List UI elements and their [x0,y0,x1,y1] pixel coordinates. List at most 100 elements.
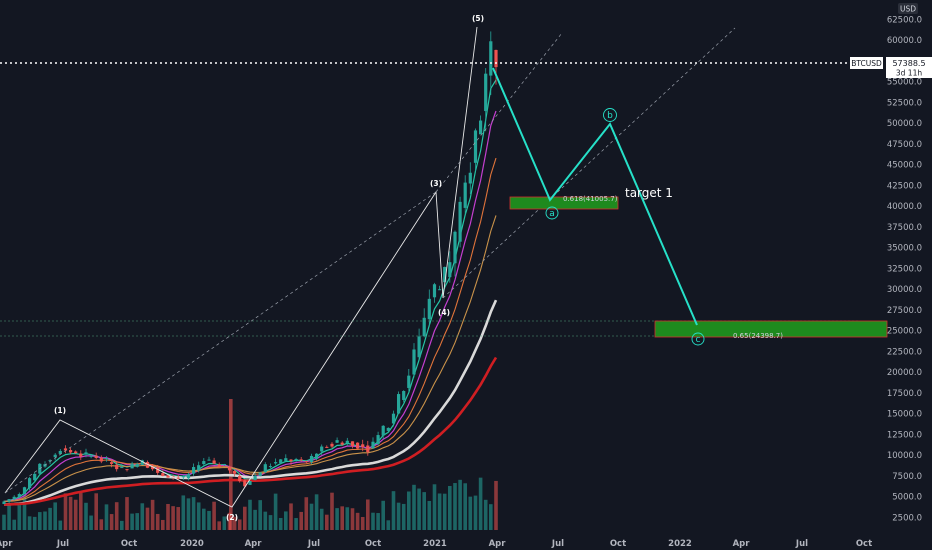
wave-label-3: (3) [430,179,442,188]
y-tick-label: 40000.0 [887,202,922,212]
candle-body [412,349,416,375]
correction-label-a: a [545,206,559,220]
candle-body [253,475,257,481]
candle-body [104,457,109,459]
volume-bar [212,501,216,530]
y-tick-label: 42500.0 [887,181,922,191]
volume-bar [330,492,334,530]
candle-body [335,440,339,443]
x-tick-label: 2022 [668,539,692,549]
candle-body [427,298,431,320]
x-tick-label: Jul [551,539,564,549]
candle-body [325,446,329,448]
svg-text:3d 11h: 3d 11h [896,69,922,78]
volume-bar [22,493,27,530]
volume-bar [114,502,119,530]
y-tick-label: 17500.0 [887,389,922,399]
candle-body [320,446,324,452]
volume-bar [217,521,221,530]
candles [2,31,498,505]
volume-bar [463,483,467,530]
ema-slow [3,157,497,503]
volume-bar [314,494,319,530]
volume-bar [473,495,478,530]
ema-mid [3,110,497,503]
candle-body [125,469,129,471]
y-tick-label: 15000.0 [887,410,922,420]
candle-body [294,459,298,461]
candle-body [243,480,247,487]
candle-body [227,466,232,471]
candle-body [12,496,16,500]
ma-red [4,356,498,506]
candle-body [238,475,242,482]
volume-bar [340,506,344,530]
moving-averages [3,79,498,506]
candle-body [217,464,221,467]
svg-text:57388.5: 57388.5 [892,59,925,68]
volume-bar [427,500,432,530]
y-tick-label: 5000.0 [892,493,922,503]
x-tick-label: Oct [121,539,137,549]
price-axis[interactable]: 62500.0 60000.0 55000.0 52500.0 50000.0 47500… [887,15,922,523]
y-tick-label: 25000.0 [887,327,922,337]
volume-bar [243,506,247,530]
volume-bar [7,504,11,530]
svg-text:a: a [549,209,555,219]
candle-body [120,467,124,469]
fib-zone-1[interactable] [509,196,619,210]
volume-bar [437,493,442,530]
volume-bar [73,499,78,530]
volume-bar [468,496,473,530]
volume-bar [237,519,242,530]
y-tick-label: 47500.0 [887,140,922,150]
volume-bar [412,484,416,530]
wave-label-1: (1) [54,406,66,415]
volume-bar [17,505,22,530]
last-price-tag: 57388.5 3d 11h [886,57,932,78]
candle-body [289,459,293,462]
candle-body [89,455,93,457]
candle-body [345,440,349,444]
candle-body [258,472,262,476]
candle-body [371,441,375,449]
candle-body [484,73,488,112]
x-tick-label: Oct [365,539,381,549]
volume-bar [458,479,462,530]
candle-body [350,441,355,447]
volume-bar [94,493,98,530]
candle-body [284,458,288,461]
candle-body [94,455,98,458]
candle-body [376,435,380,445]
volume-bar [284,511,288,530]
time-axis[interactable]: Apr Jul Oct 2020 Apr Jul Oct 2021 Apr Jul Oct 2022 A… [0,539,872,549]
candle-body [110,462,114,464]
candle-body [279,459,283,464]
candle-body [268,466,273,468]
volume-bar [202,508,206,530]
candle-body [212,460,216,464]
candle-body [397,394,401,414]
y-tick-label: 37500.0 [887,223,922,233]
target-label: target 1 [625,186,673,200]
x-tick-label: 2020 [180,539,204,549]
x-tick-label: Apr [489,539,507,549]
volume-bar [222,516,227,530]
candle-body [468,172,472,184]
candle-body [202,461,206,465]
volume-bar [268,515,273,530]
volume-bar [120,520,124,530]
volume-bar [207,510,211,530]
volume-bar [309,503,314,530]
volume-bar [166,503,170,530]
candle-body [340,442,344,445]
candle-body [248,480,252,485]
fib-zone-2[interactable] [654,320,888,338]
candle-body [448,262,452,278]
volume-bar [2,514,6,530]
candle-body [263,464,267,473]
y-tick-label: 62500.0 [887,15,922,25]
x-tick-label: Jul [795,539,808,549]
volume-bar [161,519,165,530]
